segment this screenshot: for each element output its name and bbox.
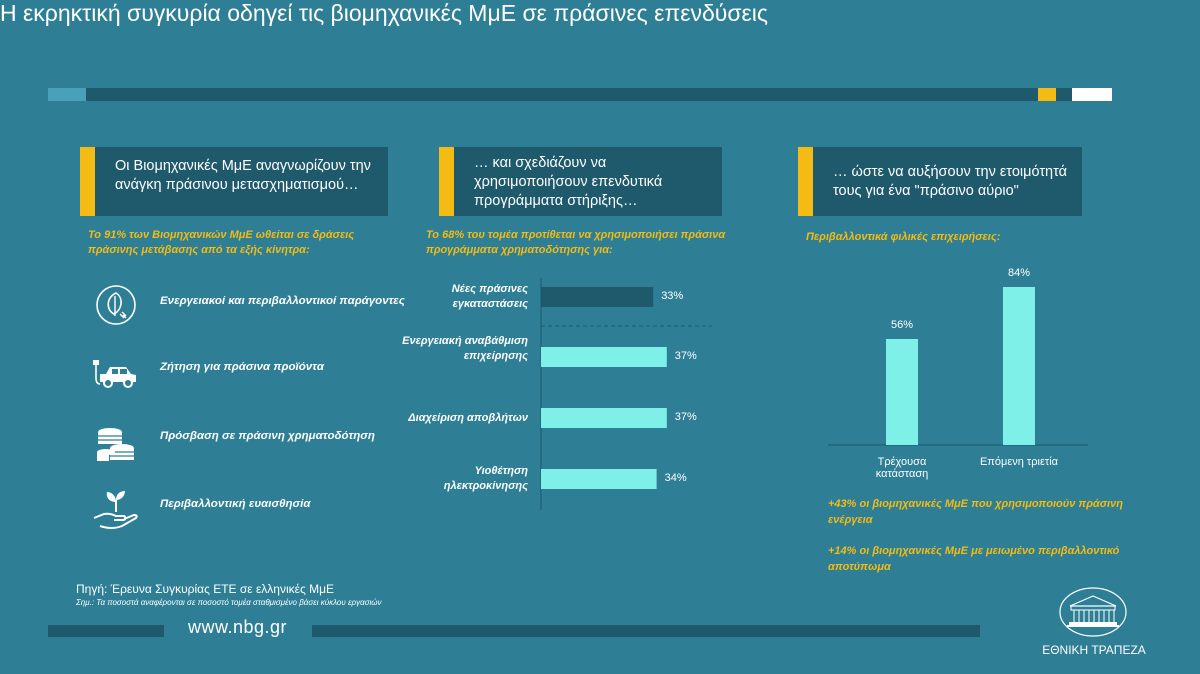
nbg-building-icon xyxy=(1059,587,1127,637)
driver-label: Ενεργειακοί και περιβαλλοντικοί παράγοντ… xyxy=(160,295,405,307)
note-green-energy: +43% οι βιομηχανικές ΜμΕ που χρησιμοποιο… xyxy=(828,498,1123,526)
hbar-bar xyxy=(541,347,667,367)
coins-icon xyxy=(97,428,134,461)
middle-subtitle: Το 68% του τομέα προτίθεται να χρησιμοπο… xyxy=(426,229,726,256)
vbar-value-label: 56% xyxy=(890,319,914,332)
logo-text: ΕΘΝΙΚΗ ΤΡΑΠΕΖΑ xyxy=(1042,643,1146,657)
panel-accent xyxy=(439,147,454,216)
panel-text: Οι Βιομηχανικές ΜμΕ αναγνωρίζουν την ανά… xyxy=(115,158,371,193)
panel-text: … και σχεδιάζουν να χρησιμοποιήσουν επεν… xyxy=(474,155,663,209)
website-link[interactable]: www.nbg.gr xyxy=(188,617,288,637)
panel-text: … ώστε να αυξήσουν την ετοιμότητά τους γ… xyxy=(833,164,1068,199)
driver-label: Ζήτηση για πράσινα προϊόντα xyxy=(160,361,324,373)
header-divider-white xyxy=(1072,88,1112,101)
footer-strip-left xyxy=(48,625,164,637)
electric-car-icon xyxy=(93,360,136,388)
leaf-plug-icon xyxy=(96,285,136,325)
hbar-category: Υιοθέτηση ηλεκτροκίνησης xyxy=(443,465,528,492)
driver-label: Περιβαλλοντική ευαισθησία xyxy=(160,498,311,510)
panel-accent xyxy=(798,147,813,216)
panel-accent xyxy=(80,147,95,216)
panel-plan: … και σχεδιάζουν να χρησιμοποιήσουν επεν… xyxy=(439,147,722,216)
header-divider xyxy=(48,88,1112,101)
hbar-category: Ενεργειακή αναβάθμιση επιχείρησης xyxy=(402,335,528,362)
header-divider-accent xyxy=(48,88,86,101)
hbar-bar xyxy=(541,287,654,307)
note-footprint: +14% οι βιομηχανικές ΜμΕ με μειωμένο περ… xyxy=(828,545,1120,573)
hbar-category: Διαχείριση αποβλήτων xyxy=(408,412,528,424)
hbar-value-label: 37% xyxy=(674,350,697,362)
hbar-value-label: 33% xyxy=(661,290,684,302)
source-text: Πηγή: Έρευνα Συγκυρίας ΕΤΕ σε ελληνικές … xyxy=(76,582,335,596)
hbar-bar xyxy=(541,469,657,489)
vbar-category: Τρέχουσα κατάσταση xyxy=(875,456,929,480)
vbar-value-label: 84% xyxy=(1007,266,1031,279)
vbar-bar xyxy=(886,339,918,445)
page-title: Η εκρηκτική συγκυρία οδηγεί τις βιομηχαν… xyxy=(0,0,768,26)
vbar-category: Επόμενη τριετία xyxy=(979,456,1059,468)
hbar-category: Νέες πράσινες εγκαταστάσεις xyxy=(451,283,528,310)
driver-label: Πρόσβαση σε πράσινη χρηματοδότηση xyxy=(160,430,375,442)
vbar-bar xyxy=(1003,286,1035,445)
header-divider-yellow xyxy=(1038,88,1056,101)
panel-readiness: … ώστε να αυξήσουν την ετοιμότητά τους γ… xyxy=(798,147,1082,216)
hbar-value-label: 37% xyxy=(674,411,697,423)
footnote-text: Σημ.: Τα ποσοστά αναφέρονται σε ποσοστό … xyxy=(76,598,382,607)
left-subtitle: Το 91% των Βιομηχανικών ΜμΕ ωθείται σε δ… xyxy=(88,229,355,256)
hbar-value-label: 34% xyxy=(664,472,687,484)
hbar-bar xyxy=(541,408,667,428)
panel-recognize: Οι Βιομηχανικές ΜμΕ αναγνωρίζουν την ανά… xyxy=(80,147,388,216)
hand-plant-icon xyxy=(93,491,138,529)
right-subtitle: Περιβαλλοντικά φιλικές επιχειρήσεις: xyxy=(806,231,1001,243)
footer-strip-right xyxy=(312,625,980,637)
